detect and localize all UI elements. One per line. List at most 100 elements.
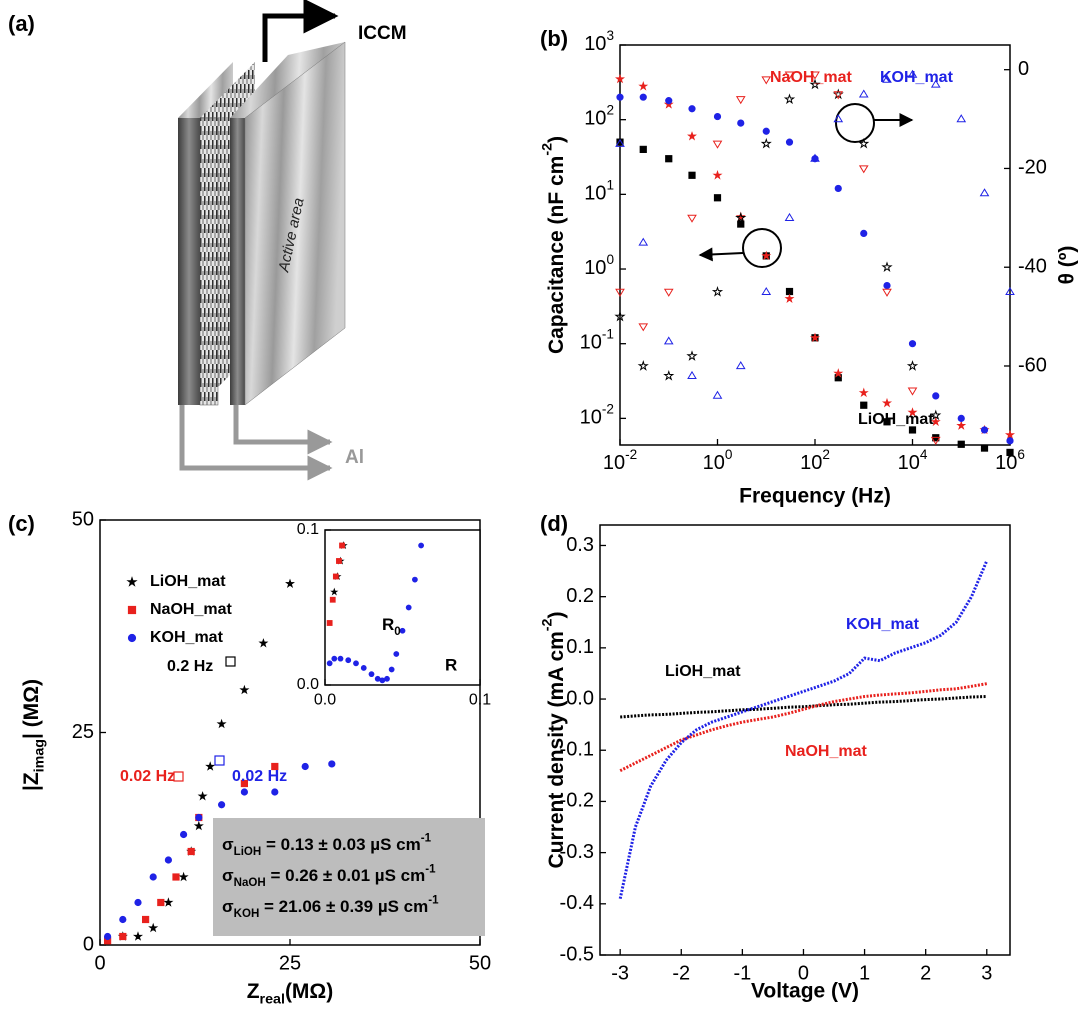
- y-tick-label-part: 10: [580, 407, 602, 429]
- data-point: [907, 69, 918, 78]
- y-tick-label-part: 10: [584, 33, 606, 55]
- data-point: [187, 847, 195, 856]
- y-tick-label: -0.4: [560, 892, 594, 914]
- data-point: [614, 310, 626, 322]
- data-point: [240, 779, 249, 788]
- data-point: [119, 932, 127, 941]
- y-tick-label-part: -2: [602, 401, 614, 416]
- stats-box: [213, 818, 485, 936]
- data-point: [388, 666, 395, 673]
- x-tick-label: 100: [703, 447, 733, 475]
- data-point: [399, 627, 406, 634]
- data-point: [301, 762, 309, 771]
- freq-box: [173, 771, 184, 782]
- data-point: [687, 131, 697, 141]
- data-point: [331, 655, 338, 662]
- al-label: Al: [345, 447, 364, 468]
- x-tick-label: 0.0: [314, 691, 336, 708]
- annotation: KOH_mat: [880, 69, 954, 86]
- electrode-edge: [178, 118, 200, 405]
- y-tick-label: 0.0: [566, 687, 594, 709]
- conductivity-text-part: NaOH: [234, 877, 266, 889]
- plot-frame: [619, 44, 1011, 446]
- data-point: [686, 350, 698, 361]
- conductivity-text-part: = 21.06 ± 0.39 µS cm: [259, 897, 428, 916]
- y2-tick-label: -20: [1018, 157, 1047, 179]
- conductivity-text-part: LiOH: [234, 846, 262, 858]
- data-point: [665, 97, 673, 105]
- data-point: [980, 444, 989, 452]
- y-tick-label: 25: [72, 721, 94, 743]
- y-axis-label-part: Capacitance (nF cm: [545, 156, 568, 354]
- data-point: [337, 655, 344, 662]
- data-point: [785, 138, 794, 146]
- conductivity-text-part: σ: [222, 835, 234, 854]
- data-point: [712, 140, 723, 149]
- conductivity-text-part: -1: [428, 894, 439, 906]
- data-point: [761, 286, 772, 296]
- data-point: [980, 426, 989, 434]
- y-axis-label-part: | (MΩ): [20, 679, 43, 739]
- conductivity-text-part: -1: [421, 832, 432, 844]
- data-point: [908, 426, 917, 434]
- data-point: [833, 368, 844, 378]
- data-point: [761, 250, 772, 261]
- freq-box: [225, 656, 236, 667]
- x-axis-label-part: (MΩ): [285, 980, 333, 1003]
- y-tick-label-part: 1: [606, 177, 614, 192]
- x-tick-label: 0: [798, 962, 809, 984]
- data-point: [712, 390, 723, 399]
- conductivity-text: σKOH = 21.06 ± 0.39 µS cm-1: [222, 894, 439, 920]
- panel-label: (d): [540, 511, 568, 536]
- data-point: [615, 288, 625, 297]
- data-point: [760, 137, 772, 149]
- y-axis-label: Capacitance (nF cm-2): [539, 136, 567, 354]
- data-point: [908, 340, 917, 348]
- data-point: [193, 820, 204, 831]
- data-point: [858, 89, 869, 98]
- electrode-edge: [230, 118, 245, 405]
- data-point: [639, 145, 647, 153]
- data-point: [932, 392, 940, 400]
- data-point: [687, 370, 697, 380]
- data-point: [405, 604, 412, 611]
- y-tick-label: 0.0: [297, 676, 319, 693]
- y-tick-label: 100: [584, 252, 614, 280]
- y-axis-label-part: ): [545, 612, 568, 619]
- data-point: [239, 684, 250, 695]
- annotation-part: R: [382, 615, 394, 634]
- data-point: [615, 138, 625, 147]
- data-point: [163, 897, 174, 907]
- x-tick-label-part: 10: [603, 452, 625, 474]
- conductivity-text: σLiOH = 0.13 ± 0.03 µS cm-1: [222, 832, 432, 858]
- x-axis-label: Frequency (Hz): [739, 485, 891, 508]
- y-tick-label: -0.2: [560, 790, 594, 812]
- data-point: [127, 605, 137, 615]
- data-point: [1005, 429, 1015, 440]
- y-axis-label: Current density (mA cm-2): [539, 612, 567, 869]
- panel-label: (c): [8, 511, 35, 536]
- data-point: [418, 542, 424, 549]
- data-point: [615, 73, 625, 84]
- x-tick-label-part: 6: [1017, 447, 1025, 462]
- data-point: [784, 293, 795, 303]
- y-axis-label-part: -2: [539, 618, 555, 631]
- data-point: [393, 651, 400, 657]
- data-point: [197, 791, 208, 801]
- data-point: [126, 576, 138, 587]
- data-point: [336, 558, 342, 564]
- data-point: [384, 675, 390, 682]
- data-point: [271, 762, 279, 771]
- y-axis-label-part: -2: [539, 143, 555, 156]
- data-point: [665, 155, 673, 163]
- data-point: [858, 137, 870, 149]
- conductivity-text-part: σ: [222, 866, 234, 885]
- annotation: LiOH_mat: [665, 663, 741, 680]
- annotation: R: [445, 655, 457, 674]
- data-point: [783, 93, 796, 105]
- x-tick-label-part: -2: [625, 447, 637, 462]
- data-point: [737, 220, 745, 228]
- y2-tick-label: 0: [1018, 58, 1029, 80]
- y-tick-label-part: 10: [584, 257, 606, 279]
